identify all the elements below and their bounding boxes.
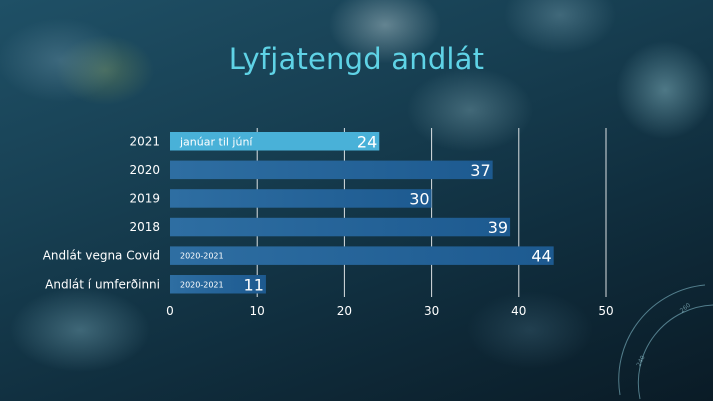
bar-value-label: 37 — [470, 161, 490, 180]
category-label: 2020 — [129, 163, 160, 177]
bar — [170, 275, 266, 294]
x-tick-label: 30 — [424, 304, 439, 318]
bar — [170, 160, 493, 180]
category-label: 2018 — [129, 220, 160, 234]
x-tick-label: 10 — [250, 304, 265, 318]
bar-value-label: 24 — [357, 132, 377, 151]
dial-number-2: 240 — [635, 354, 646, 368]
x-tick-label: 20 — [337, 304, 352, 318]
bar-value-label: 30 — [409, 189, 429, 208]
bar-value-label: 11 — [244, 275, 264, 294]
bar — [170, 189, 432, 208]
bar-note: 2020-2021 — [180, 252, 224, 261]
bar-note: 2020-2021 — [180, 280, 224, 289]
bar — [170, 217, 511, 237]
bar-note: janúar til júní — [179, 135, 253, 148]
chart-title: Lyfjatengd andlát — [228, 42, 485, 76]
dial-number-1: 260 — [679, 302, 692, 315]
x-tick-label: 50 — [598, 304, 613, 318]
category-label: Andlát í umferðinni — [45, 277, 160, 291]
bar-value-label: 39 — [488, 218, 508, 237]
gridlines — [256, 128, 607, 297]
category-label: Andlát vegna Covid — [43, 249, 160, 263]
bars: 2021 24 janúar til júní 2020 37 2019 30 2018 39 A… — [43, 132, 554, 294]
category-label: 2019 — [129, 191, 160, 205]
bar — [170, 246, 554, 265]
x-tick-label: 40 — [511, 304, 526, 318]
bar-value-label: 44 — [531, 247, 551, 266]
bar — [170, 132, 380, 151]
x-tick-label: 0 — [166, 304, 174, 318]
x-axis-ticks: 0 10 20 30 40 50 — [166, 304, 613, 318]
dial-decoration: 260 240 — [618, 284, 713, 400]
category-label: 2021 — [129, 134, 160, 148]
